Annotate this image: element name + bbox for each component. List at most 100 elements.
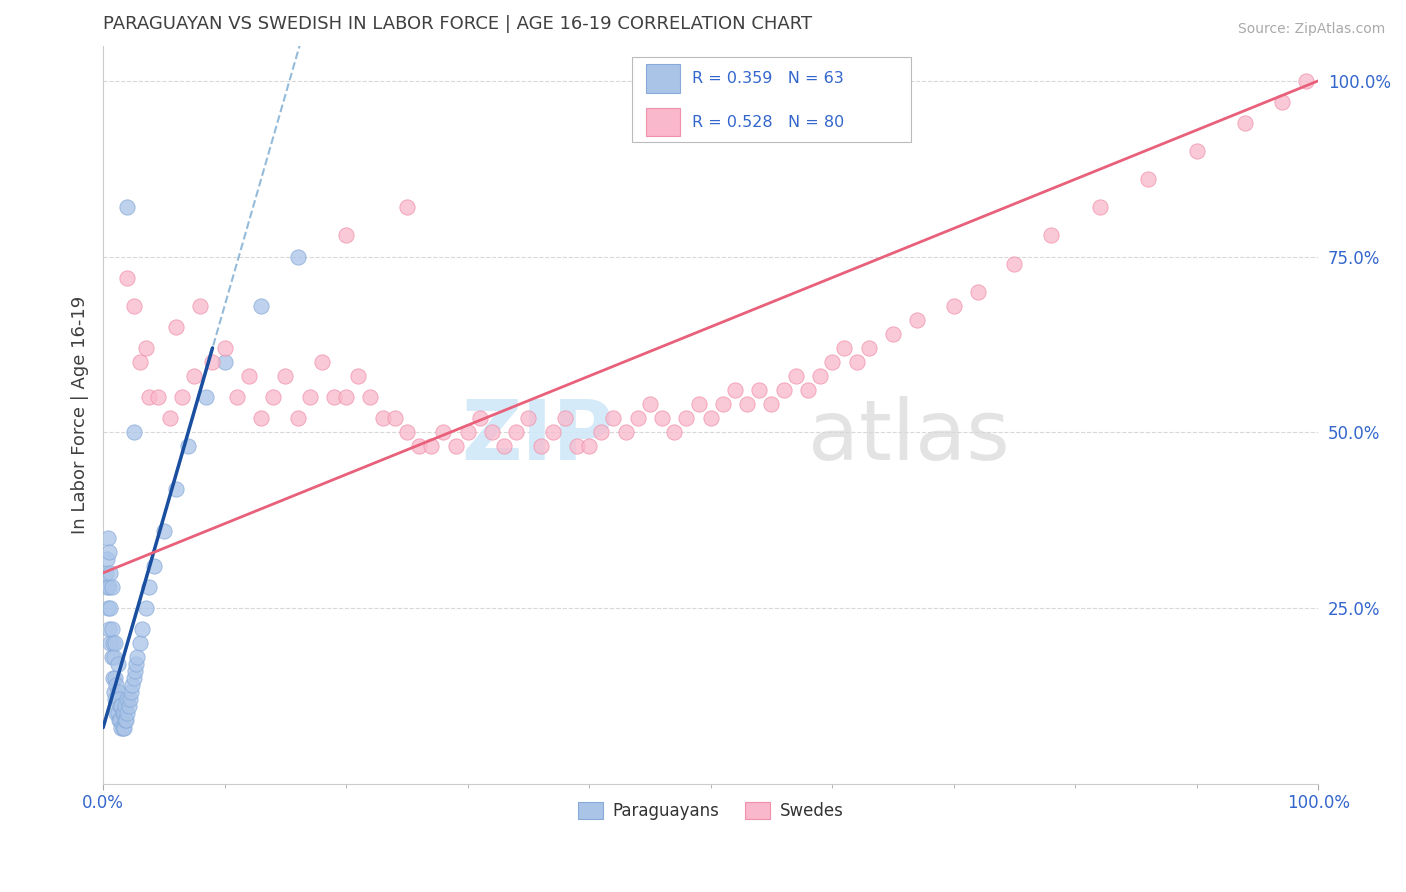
- Point: [262, 390, 284, 404]
- Point: [1185, 144, 1208, 158]
- Text: ZIP: ZIP: [461, 396, 613, 477]
- Point: [112, 721, 135, 735]
- Point: [107, 685, 129, 699]
- Point: [1295, 74, 1317, 88]
- Point: [100, 622, 122, 636]
- Point: [117, 200, 139, 214]
- Point: [797, 383, 820, 397]
- Point: [114, 714, 136, 728]
- Point: [195, 390, 218, 404]
- Point: [127, 650, 149, 665]
- Point: [371, 411, 394, 425]
- Point: [675, 411, 697, 425]
- FancyBboxPatch shape: [647, 108, 681, 136]
- Point: [135, 601, 157, 615]
- Point: [505, 425, 527, 440]
- Point: [785, 369, 807, 384]
- Point: [882, 326, 904, 341]
- Point: [138, 390, 160, 404]
- Point: [494, 439, 516, 453]
- Point: [98, 622, 121, 636]
- Point: [1137, 172, 1160, 186]
- Point: [432, 425, 454, 440]
- Point: [111, 706, 134, 721]
- Point: [384, 411, 406, 425]
- Point: [517, 411, 540, 425]
- Point: [103, 650, 125, 665]
- Point: [128, 355, 150, 369]
- Point: [214, 341, 236, 355]
- Point: [103, 685, 125, 699]
- FancyBboxPatch shape: [647, 64, 681, 93]
- Point: [122, 671, 145, 685]
- Point: [100, 580, 122, 594]
- FancyBboxPatch shape: [631, 57, 911, 142]
- Point: [808, 369, 831, 384]
- Point: [858, 341, 880, 355]
- Point: [96, 551, 118, 566]
- Point: [688, 397, 710, 411]
- Point: [111, 721, 134, 735]
- Point: [104, 692, 127, 706]
- Point: [627, 411, 650, 425]
- Point: [122, 299, 145, 313]
- Point: [298, 390, 321, 404]
- Point: [117, 692, 139, 706]
- Point: [112, 706, 135, 721]
- Point: [125, 657, 148, 672]
- Point: [1088, 200, 1111, 214]
- Point: [107, 706, 129, 721]
- Point: [165, 482, 187, 496]
- Point: [122, 425, 145, 440]
- Point: [578, 439, 600, 453]
- Point: [117, 706, 139, 721]
- Point: [114, 699, 136, 714]
- Point: [468, 411, 491, 425]
- Point: [97, 601, 120, 615]
- Text: PARAGUAYAN VS SWEDISH IN LABOR FORCE | AGE 16-19 CORRELATION CHART: PARAGUAYAN VS SWEDISH IN LABOR FORCE | A…: [103, 15, 813, 33]
- Point: [105, 678, 128, 692]
- Point: [1234, 116, 1257, 130]
- Point: [98, 580, 121, 594]
- Point: [104, 636, 127, 650]
- Point: [651, 411, 673, 425]
- Point: [121, 678, 143, 692]
- Point: [165, 319, 187, 334]
- Point: [614, 425, 637, 440]
- Point: [214, 355, 236, 369]
- Point: [359, 390, 381, 404]
- Point: [100, 650, 122, 665]
- Point: [347, 369, 370, 384]
- Point: [153, 524, 176, 538]
- Point: [761, 397, 783, 411]
- Point: [117, 270, 139, 285]
- Point: [188, 299, 211, 313]
- Point: [128, 636, 150, 650]
- Point: [108, 699, 131, 714]
- Point: [311, 355, 333, 369]
- Text: R = 0.359   N = 63: R = 0.359 N = 63: [693, 71, 844, 86]
- Point: [748, 383, 770, 397]
- Point: [238, 369, 260, 384]
- Point: [250, 299, 273, 313]
- Point: [100, 601, 122, 615]
- Point: [98, 545, 121, 559]
- Text: atlas: atlas: [808, 396, 1010, 477]
- Point: [395, 425, 418, 440]
- Point: [177, 439, 200, 453]
- Point: [602, 411, 624, 425]
- Point: [287, 250, 309, 264]
- Y-axis label: In Labor Force | Age 16-19: In Labor Force | Age 16-19: [72, 295, 89, 533]
- Point: [565, 439, 588, 453]
- Point: [117, 699, 139, 714]
- Point: [664, 425, 686, 440]
- Point: [96, 580, 118, 594]
- Point: [287, 411, 309, 425]
- Point: [323, 390, 346, 404]
- Point: [1039, 228, 1062, 243]
- Point: [554, 411, 576, 425]
- Point: [905, 313, 928, 327]
- Point: [201, 355, 224, 369]
- Point: [834, 341, 856, 355]
- Point: [138, 580, 160, 594]
